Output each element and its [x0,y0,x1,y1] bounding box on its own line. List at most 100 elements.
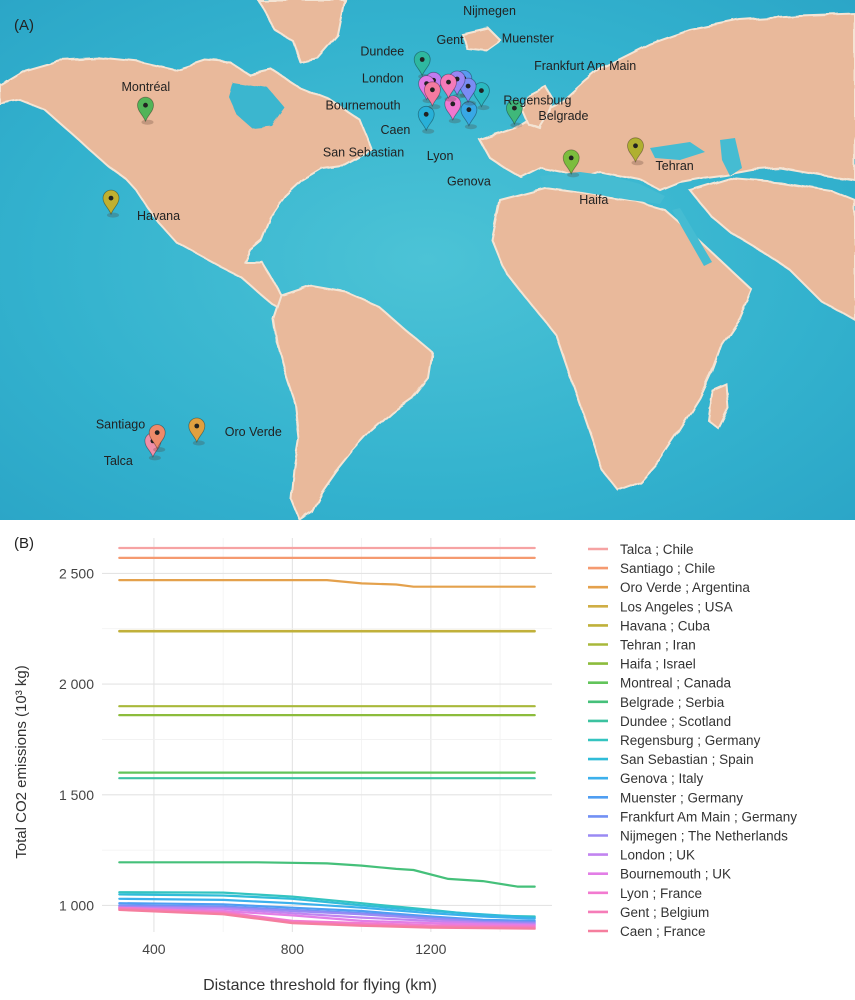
legend-label: Los Angeles ; USA [620,599,733,614]
legend-label: Nijmegen ; The Netherlands [620,829,788,844]
legend-item-talca-chile: Talca ; Chile [588,542,694,557]
legend-label: Santiago ; Chile [620,561,715,576]
pin-gent [440,73,457,102]
series-line-san-sebastian-spain [118,893,536,919]
caspian-sea [720,138,742,176]
plot-background [102,538,552,932]
legend-item-santiago-chile: Santiago ; Chile [588,561,715,576]
city-label-havana: Havana [137,209,180,223]
pin-lyon [444,95,462,124]
land-hudson-bay-water [228,82,285,128]
legend-label: San Sebastian ; Spain [620,752,754,767]
legend-label: Bournemouth ; UK [620,867,731,882]
land-uk [520,84,554,130]
legend-label: Genova ; Italy [620,771,704,786]
city-label-nijmegen: Nijmegen [463,4,516,18]
x-axis-label: Distance threshold for flying (km) [203,977,437,994]
series-line-oro-verde-argentina [118,578,536,588]
legend-label: Montreal ; Canada [620,676,732,691]
y-tick-labels: 1 000 1 500 2 000 2 500 [59,565,94,913]
legend-label: Belgrade ; Serbia [620,695,725,710]
legend-item-dundee-scotland: Dundee ; Scotland [588,714,731,729]
city-label-dundee: Dundee [360,45,404,59]
pin-regensburg [472,82,490,111]
legend-label: Caen ; France [620,924,706,939]
pin-belgrade [506,99,523,128]
map-inland-water [540,138,742,266]
legend-label: Frankfurt Am Main ; Germany [620,809,797,824]
plot-grid [102,538,552,932]
mediterranean-sea [540,172,665,204]
y-tick-label: 1 500 [59,787,94,803]
x-tick-label: 800 [281,941,305,957]
legend-label: Lyon ; France [620,886,702,901]
legend-item-gent-belgium: Gent ; Belgium [588,905,709,920]
black-sea [650,142,705,160]
land-south-america [272,284,434,520]
pin-havana [102,189,120,218]
city-label-regensburg: Regensburg [503,94,571,108]
city-label-london: London [362,71,404,85]
city-label-frankfurt-am-main: Frankfurt Am Main [534,59,636,73]
legend-item-oro-verde-argentina: Oro Verde ; Argentina [588,580,750,595]
city-label-oro-verde: Oro Verde [225,425,282,439]
y-tick-label: 2 500 [59,565,94,581]
legend-item-havana-cuba: Havana ; Cuba [588,618,711,633]
emissions-chart: (B) 400 800 1200 1 000 1 500 2 000 2 500 Dist… [13,535,797,994]
city-label-caen: Caen [381,123,411,137]
land-madagascar [706,382,730,430]
continents [0,0,855,520]
land-europe [478,12,855,192]
city-label-bournemouth: Bournemouth [326,99,401,113]
city-label-gent: Gent [437,33,465,47]
land-iceland [460,26,502,52]
legend-label: Dundee ; Scotland [620,714,731,729]
legend-item-genova-italy: Genova ; Italy [588,771,704,786]
city-label-tehran: Tehran [656,159,694,173]
series-line-genova-italy [118,897,536,920]
pin-genova [460,101,478,130]
city-label-talca: Talca [104,454,133,468]
legend-label: Muenster ; Germany [620,790,743,805]
legend-item-frankfurt-am-main-germany: Frankfurt Am Main ; Germany [588,809,797,824]
city-label-genova: Genova [447,175,491,189]
legend-item-montreal-canada: Montreal ; Canada [588,676,732,691]
y-axis-label: Total CO2 emissions (10³ kg) [13,665,30,858]
series-lines [118,546,536,930]
red-sea [672,208,712,266]
city-label-lyon: Lyon [427,149,454,163]
legend: Talca ; Chile Santiago ; Chile Oro Verde ;… [588,542,797,939]
legend-item-regensburg-germany: Regensburg ; Germany [588,733,761,748]
legend-item-nijmegen-the-netherlands: Nijmegen ; The Netherlands [588,829,788,844]
series-line-caen-france [118,908,536,930]
legend-label: Oro Verde ; Argentina [620,580,750,595]
y-tick-label: 1 000 [59,897,94,913]
pin-caen [423,81,441,110]
city-label-belgrade: Belgrade [538,109,588,123]
panel-a-label: (A) [14,17,34,34]
land-north-america [0,56,374,315]
land-greenland [256,0,347,64]
panel-b-label: (B) [14,535,34,552]
legend-label: Talca ; Chile [620,542,694,557]
legend-item-belgrade-serbia: Belgrade ; Serbia [588,695,725,710]
city-label-san-sebastian: San Sebastian [323,145,404,159]
legend-item-muenster-germany: Muenster ; Germany [588,790,743,805]
legend-label: London ; UK [620,848,695,863]
city-label-haifa: Haifa [579,193,608,207]
land-africa [490,186,754,492]
legend-label: Regensburg ; Germany [620,733,761,748]
legend-item-los-angeles-usa: Los Angeles ; USA [588,599,733,614]
pin-tehran [627,137,644,166]
pin-san-sebastian [417,105,435,134]
series-line-london-uk [118,906,536,926]
city-label-muenster: Muenster [502,31,554,45]
pin-oro-verde [188,417,206,446]
legend-item-bournemouth-uk: Bournemouth ; UK [588,867,731,882]
x-tick-labels: 400 800 1200 [142,941,446,957]
city-label-montreal: Montréal [122,80,171,94]
city-pins [102,51,644,461]
pin-frankfurt-am-main [459,77,477,106]
x-tick-label: 400 [142,941,166,957]
